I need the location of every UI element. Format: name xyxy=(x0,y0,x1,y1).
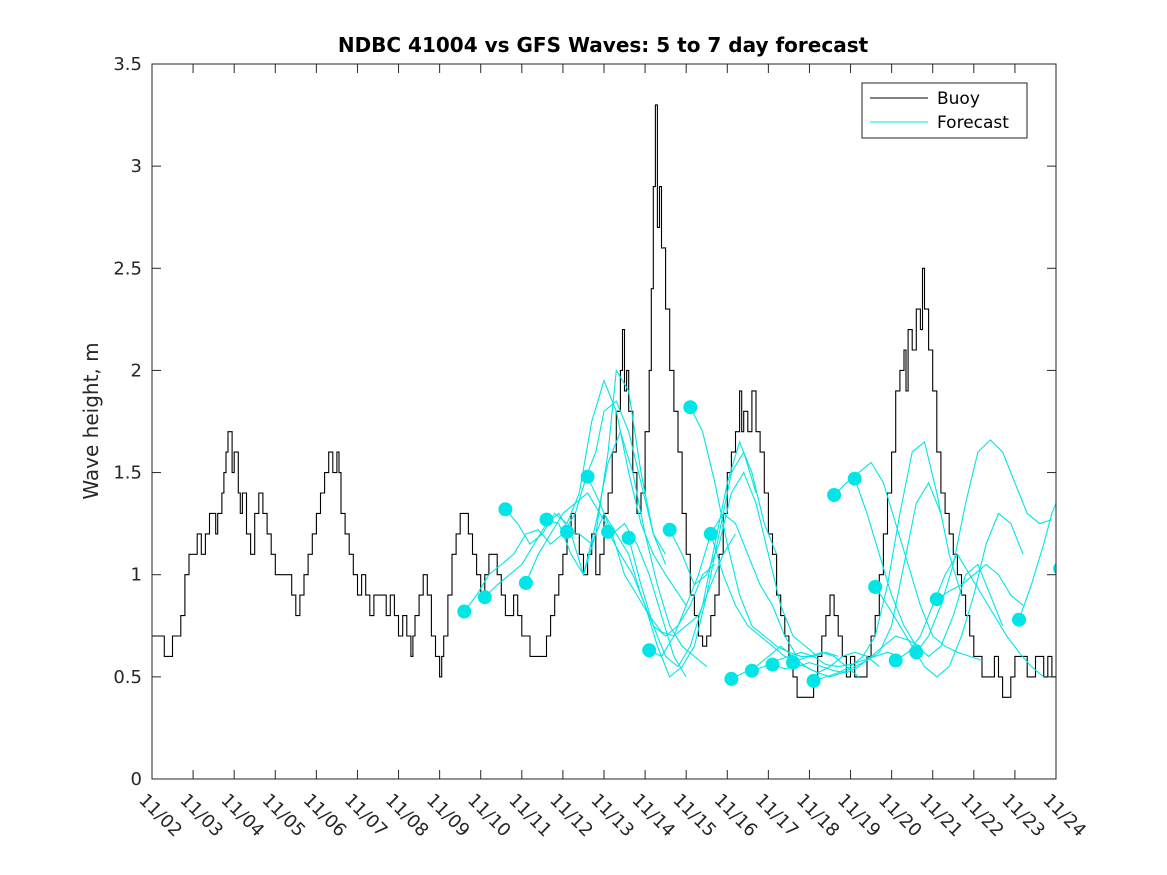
forecast-start-marker xyxy=(909,645,924,660)
forecast-start-marker xyxy=(929,592,944,607)
chart-title: NDBC 41004 vs GFS Waves: 5 to 7 day fore… xyxy=(338,33,869,57)
forecast-start-marker xyxy=(847,471,862,486)
plot-frame xyxy=(151,63,1057,780)
x-tick-label: 11/22 xyxy=(956,790,1008,842)
forecast-line-1 xyxy=(463,400,667,612)
forecast-line-5 xyxy=(546,430,708,668)
forecast-line-17 xyxy=(792,481,942,678)
forecast-line-24 xyxy=(936,563,1024,606)
y-tick-label: 0 xyxy=(131,769,142,790)
x-tick-label: 11/08 xyxy=(381,790,433,842)
forecast-line-22 xyxy=(895,553,1045,678)
forecast-start-marker xyxy=(744,663,759,678)
x-tick-label: 11/17 xyxy=(751,790,803,842)
forecast-start-marker xyxy=(703,526,718,541)
x-tick-label: 11/24 xyxy=(1038,790,1090,842)
y-tick-label: 2.5 xyxy=(113,258,142,279)
forecast-line-3 xyxy=(504,378,687,606)
forecast-start-marker xyxy=(477,590,492,605)
forecast-line-23 xyxy=(915,439,1053,653)
forecast-line-6 xyxy=(566,512,716,637)
x-tick-label: 11/04 xyxy=(217,790,269,842)
x-tick-label: 11/03 xyxy=(176,790,228,842)
forecast-line-4 xyxy=(525,492,687,678)
x-tick-label: 11/13 xyxy=(586,790,638,842)
forecast-line-25 xyxy=(1018,502,1056,620)
forecast-line-13 xyxy=(710,533,860,678)
forecast-line-7 xyxy=(587,476,736,637)
x-tick-label: 11/19 xyxy=(833,790,885,842)
x-tick-label: 11/12 xyxy=(545,790,597,842)
x-tick-label: 11/21 xyxy=(915,790,967,842)
forecast-line-19 xyxy=(833,461,983,662)
forecast-start-marker xyxy=(642,643,657,658)
plot-area: 00.511.522.533.511/0211/0311/0411/0511/0… xyxy=(113,54,1122,842)
forecast-start-marker xyxy=(662,522,677,537)
y-tick-label: 1 xyxy=(131,565,142,586)
forecast-start-marker xyxy=(724,671,739,686)
legend-buoy-label: Buoy xyxy=(937,89,980,109)
legend: Buoy Forecast xyxy=(861,82,1028,139)
x-tick-label: 11/06 xyxy=(299,790,351,842)
forecast-start-marker xyxy=(621,530,636,545)
forecast-start-marker xyxy=(888,653,903,668)
x-tick-label: 11/02 xyxy=(134,790,186,842)
forecast-line-20 xyxy=(854,478,1004,658)
forecast-start-marker xyxy=(498,502,513,517)
forecast-line-8 xyxy=(607,450,757,678)
legend-forecast-label: Forecast xyxy=(937,113,1009,133)
y-tick-label: 3.5 xyxy=(113,54,142,75)
buoy-line xyxy=(152,104,1056,698)
y-tick-label: 0.5 xyxy=(113,667,142,688)
forecast-line-21 xyxy=(874,512,1024,678)
x-tick-label: 11/07 xyxy=(340,790,392,842)
x-tick-label: 11/15 xyxy=(669,790,721,842)
forecast-line-2 xyxy=(484,368,667,598)
forecast-line-26 xyxy=(1060,569,1122,677)
forecast-start-marker xyxy=(1053,562,1056,575)
forecast-start-marker xyxy=(868,580,883,594)
y-tick-label: 3 xyxy=(131,156,142,177)
forecast-start-marker xyxy=(765,657,780,672)
x-tick-label: 11/10 xyxy=(463,790,515,842)
x-tick-label: 11/11 xyxy=(504,790,556,842)
x-tick-label: 11/16 xyxy=(710,790,762,842)
forecast-start-marker xyxy=(786,655,800,670)
forecast-line-18 xyxy=(813,440,963,682)
forecast-start-marker xyxy=(1012,612,1026,627)
forecast-start-marker xyxy=(539,512,554,527)
forecast-start-marker xyxy=(806,673,821,688)
forecast-line-10 xyxy=(648,512,798,658)
forecast-line-11 xyxy=(669,471,819,657)
forecast-start-marker xyxy=(560,524,574,539)
forecast-start-marker xyxy=(683,400,698,415)
data-layer xyxy=(152,104,1122,698)
forecast-start-marker xyxy=(827,488,842,502)
y-tick-label: 2 xyxy=(131,360,142,381)
x-tick-label: 11/09 xyxy=(422,790,474,842)
y-tick-label: 1.5 xyxy=(113,463,142,484)
forecast-start-marker xyxy=(580,469,595,484)
x-tick-label: 11/14 xyxy=(628,790,680,842)
y-axis-label: Wave height, m xyxy=(79,342,103,499)
x-tick-label: 11/20 xyxy=(874,790,926,842)
forecast-line-9 xyxy=(628,440,778,668)
x-tick-label: 11/05 xyxy=(258,790,310,842)
x-tick-label: 11/18 xyxy=(792,790,844,842)
x-tick-label: 11/23 xyxy=(997,790,1049,842)
forecast-start-marker xyxy=(457,604,472,619)
forecast-start-marker xyxy=(518,575,533,590)
legend-box xyxy=(861,82,1028,139)
forecast-start-marker xyxy=(601,524,616,539)
